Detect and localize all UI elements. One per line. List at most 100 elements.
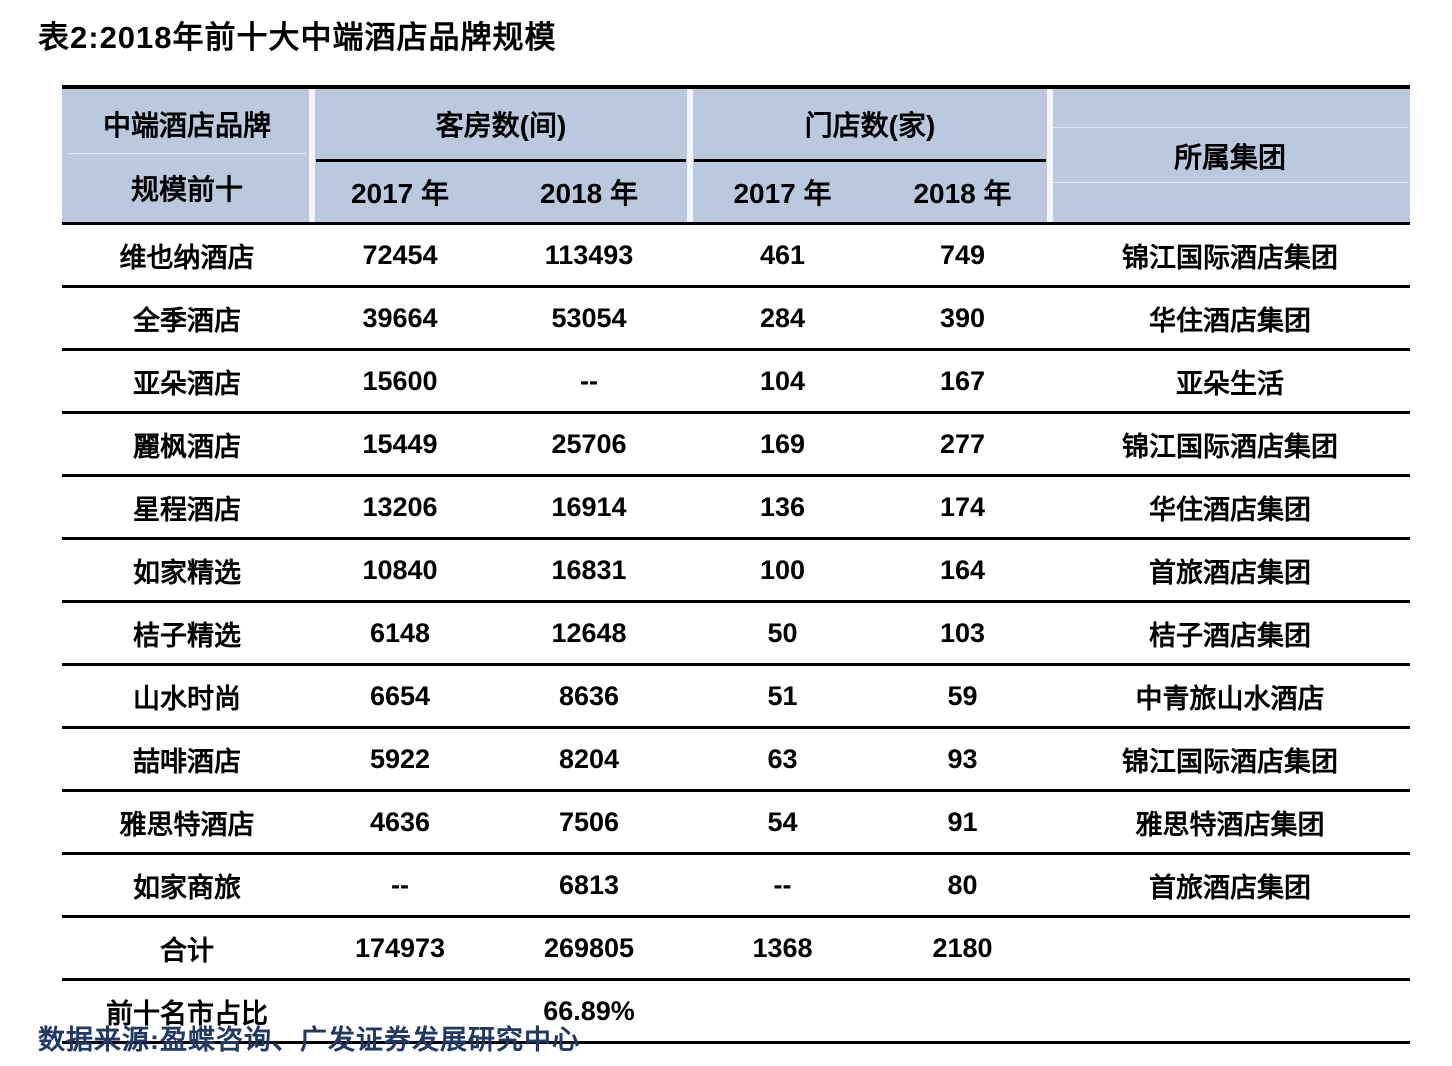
table-row: 雅思特酒店 4636 7506 54 91 雅思特酒店集团 bbox=[62, 792, 1410, 855]
cell-rooms-2018: 7506 bbox=[558, 806, 620, 837]
header-parent-group-column: 所属集团 bbox=[1050, 89, 1410, 222]
cell-rooms-2017: 6654 bbox=[369, 680, 431, 711]
cell-rooms-2017: 15600 bbox=[362, 365, 438, 396]
cell-rooms-2017: 72454 bbox=[362, 239, 438, 270]
cell-stores-2018: 390 bbox=[939, 302, 986, 333]
cell-group: 首旅酒店集团 bbox=[1149, 557, 1311, 588]
table-row: 前十名市占比 66.89% bbox=[62, 981, 1410, 1044]
cell-group: 锦江国际酒店集团 bbox=[1122, 242, 1338, 273]
table-row: 山水时尚 6654 8636 51 59 中青旅山水酒店 bbox=[62, 666, 1410, 729]
cell-stores-2018: 277 bbox=[939, 428, 986, 459]
cell-rooms-2017: -- bbox=[391, 869, 409, 900]
table-row: 星程酒店 13206 16914 136 174 华住酒店集团 bbox=[62, 477, 1410, 540]
cell-stores-2017: 100 bbox=[759, 554, 806, 585]
cell-group: 雅思特酒店集团 bbox=[1135, 809, 1325, 840]
cell-rooms-2018: 66.89% bbox=[543, 995, 635, 1026]
cell-rooms-2017: 4636 bbox=[369, 806, 431, 837]
cell-stores-2018: 80 bbox=[947, 869, 978, 900]
cell-rooms-2018: 53054 bbox=[551, 302, 627, 333]
cell-group: 首旅酒店集团 bbox=[1149, 872, 1311, 903]
cell-rooms-2017: 13206 bbox=[362, 491, 438, 522]
cell-group: 亚朵生活 bbox=[1176, 368, 1284, 399]
header-brand-column: 中端酒店品牌 规模前十 bbox=[62, 89, 312, 222]
cell-stores-2018: 59 bbox=[947, 680, 978, 711]
cell-stores-2018: 167 bbox=[939, 365, 986, 396]
cell-brand: 亚朵酒店 bbox=[133, 368, 241, 399]
cell-stores-2018: 749 bbox=[939, 239, 986, 270]
table-row: 维也纳酒店 72454 113493 461 749 锦江国际酒店集团 bbox=[62, 225, 1410, 288]
cell-group: 华住酒店集团 bbox=[1149, 494, 1311, 525]
header-rooms-2018: 2018 年 bbox=[539, 178, 639, 209]
header-brand-line2: 规模前十 bbox=[130, 173, 243, 205]
header-stores-underline bbox=[694, 159, 1046, 162]
data-table: 中端酒店品牌 规模前十 客房数(间) 2017 年 2018 年 门店数(家) … bbox=[62, 85, 1410, 1044]
header-separator bbox=[309, 89, 315, 222]
cell-brand: 喆啡酒店 bbox=[133, 746, 241, 777]
cell-brand: 维也纳酒店 bbox=[119, 242, 255, 273]
cell-group: 桔子酒店集团 bbox=[1149, 620, 1311, 651]
cell-brand: 合计 bbox=[160, 935, 214, 966]
cell-stores-2018: 174 bbox=[939, 491, 986, 522]
header-stores-group: 门店数(家) 2017 年 2018 年 bbox=[690, 89, 1050, 222]
cell-rooms-2018: 8204 bbox=[558, 743, 620, 774]
cell-rooms-2017: 174973 bbox=[354, 932, 446, 963]
header-rooms-group: 客房数(间) 2017 年 2018 年 bbox=[312, 89, 690, 222]
header-rooms-2017: 2017 年 bbox=[350, 178, 450, 209]
cell-rooms-2018: 16914 bbox=[551, 491, 627, 522]
cell-stores-2017: 104 bbox=[759, 365, 806, 396]
cell-stores-2017: -- bbox=[773, 869, 792, 900]
header-rooms-underline bbox=[316, 159, 686, 162]
cell-stores-2018: 91 bbox=[947, 806, 978, 837]
table-row: 麗枫酒店 15449 25706 169 277 锦江国际酒店集团 bbox=[62, 414, 1410, 477]
cell-stores-2018: 164 bbox=[939, 554, 986, 585]
cell-rooms-2017: 15449 bbox=[362, 428, 438, 459]
cell-rooms-2018: 12648 bbox=[551, 617, 627, 648]
table-row: 亚朵酒店 15600 -- 104 167 亚朵生活 bbox=[62, 351, 1410, 414]
cell-stores-2017: 63 bbox=[767, 743, 798, 774]
cell-stores-2017: 54 bbox=[767, 806, 798, 837]
cell-stores-2018: 103 bbox=[939, 617, 986, 648]
cell-brand: 如家商旅 bbox=[133, 872, 241, 903]
header-stores-label: 门店数(家) bbox=[804, 110, 936, 141]
cell-brand: 前十名市占比 bbox=[106, 998, 268, 1029]
table-row: 全季酒店 39664 53054 284 390 华住酒店集团 bbox=[62, 288, 1410, 351]
data-source-note: 数据来源:盈蝶咨询、广发证券发展研究中心 bbox=[38, 1025, 580, 1055]
cell-rooms-2018: 6813 bbox=[558, 869, 620, 900]
cell-rooms-2018: 269805 bbox=[543, 932, 635, 963]
cell-stores-2018: 2180 bbox=[932, 932, 993, 963]
cell-stores-2017: 50 bbox=[767, 617, 798, 648]
cell-brand: 山水时尚 bbox=[133, 683, 241, 714]
cell-brand: 全季酒店 bbox=[133, 305, 241, 336]
table-body: 维也纳酒店 72454 113493 461 749 锦江国际酒店集团 全季酒店 39664 5… bbox=[62, 225, 1410, 1044]
cell-group: 锦江国际酒店集团 bbox=[1122, 746, 1338, 777]
cell-stores-2017: 169 bbox=[759, 428, 806, 459]
table-header: 中端酒店品牌 规模前十 客房数(间) 2017 年 2018 年 门店数(家) … bbox=[62, 85, 1410, 225]
header-separator bbox=[1047, 89, 1053, 222]
cell-group: 华住酒店集团 bbox=[1149, 305, 1311, 336]
cell-brand: 麗枫酒店 bbox=[133, 431, 241, 462]
cell-rooms-2018: 8636 bbox=[558, 680, 620, 711]
cell-rooms-2018: 25706 bbox=[551, 428, 627, 459]
table-row: 合计 174973 269805 1368 2180 bbox=[62, 918, 1410, 981]
header-stores-2017: 2017 年 bbox=[733, 178, 832, 209]
cell-stores-2017: 51 bbox=[767, 680, 798, 711]
header-stores-2018: 2018 年 bbox=[913, 178, 1012, 209]
header-separator bbox=[687, 89, 693, 222]
cell-rooms-2017: 6148 bbox=[369, 617, 431, 648]
cell-stores-2017: 461 bbox=[759, 239, 806, 270]
cell-group: 锦江国际酒店集团 bbox=[1122, 431, 1338, 462]
cell-brand: 如家精选 bbox=[133, 557, 241, 588]
table-title: 表2:2018年前十大中端酒店品牌规模 bbox=[38, 20, 557, 55]
header-rooms-label: 客房数(间) bbox=[435, 110, 567, 141]
table-row: 桔子精选 6148 12648 50 103 桔子酒店集团 bbox=[62, 603, 1410, 666]
cell-rooms-2017: 39664 bbox=[362, 302, 438, 333]
cell-stores-2018: 93 bbox=[947, 743, 978, 774]
cell-rooms-2018: -- bbox=[580, 365, 598, 396]
table-row: 喆啡酒店 5922 8204 63 93 锦江国际酒店集团 bbox=[62, 729, 1410, 792]
cell-rooms-2018: 16831 bbox=[551, 554, 627, 585]
cell-brand: 星程酒店 bbox=[133, 494, 241, 525]
cell-stores-2017: 1368 bbox=[752, 932, 813, 963]
cell-brand: 桔子精选 bbox=[133, 620, 241, 651]
cell-group: 中青旅山水酒店 bbox=[1135, 683, 1325, 714]
cell-rooms-2018: 113493 bbox=[544, 239, 634, 270]
